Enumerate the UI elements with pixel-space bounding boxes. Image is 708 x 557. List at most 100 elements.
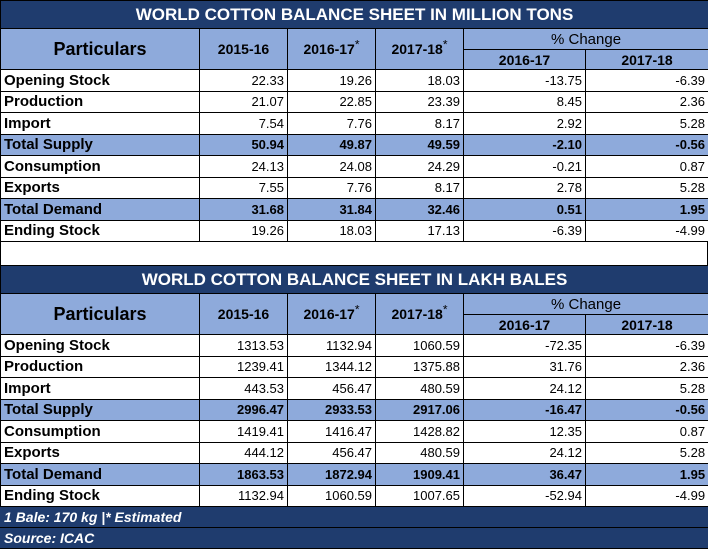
value-cell: 1909.41 <box>375 463 464 486</box>
value-cell: 31.68 <box>199 198 288 221</box>
table-row: Consumption 1419.41 1416.47 1428.82 12.35 0.8… <box>0 420 708 443</box>
value-cell: -6.39 <box>584 69 708 92</box>
value-cell: 2.36 <box>584 90 708 113</box>
table-body: Opening Stock 1313.53 1132.94 1060.59 -72.35… <box>0 334 708 507</box>
value-cell: 1313.53 <box>199 334 288 357</box>
value-cell: 22.85 <box>287 90 376 113</box>
table-row: Production 21.07 22.85 23.39 8.45 2.36 <box>0 90 708 113</box>
total-row: Total Supply 2996.47 2933.53 2917.06 -16.47-… <box>0 398 708 421</box>
value-cell: 24.12 <box>463 377 586 400</box>
value-cell: 21.07 <box>199 90 288 113</box>
row-label: Total Demand <box>0 198 200 221</box>
value-cell: 24.13 <box>199 155 288 178</box>
value-cell: 31.84 <box>287 198 376 221</box>
pct-year-header: 2016-17 <box>463 314 586 335</box>
pct-change-header: % Change <box>462 293 708 315</box>
value-cell: 18.03 <box>375 69 464 92</box>
value-cell: 36.47 <box>463 463 586 486</box>
value-cell: 7.76 <box>287 112 376 135</box>
value-cell: 1.95 <box>584 198 708 221</box>
table-title: WORLD COTTON BALANCE SHEET IN MILLION TO… <box>0 0 708 29</box>
row-label: Ending Stock <box>0 484 200 507</box>
row-label: Production <box>0 355 200 378</box>
table-row: Production 1239.41 1344.12 1375.88 31.76 2.36 <box>0 355 708 378</box>
pct-year-header: 2017-18 <box>584 314 708 335</box>
value-cell: 2.92 <box>463 112 586 135</box>
table-row: Ending Stock 1132.94 1060.59 1007.65 -52.94-… <box>0 484 708 507</box>
year-header: 2015-16 <box>199 293 288 335</box>
table-title: WORLD COTTON BALANCE SHEET IN LAKH BALES <box>0 265 708 294</box>
value-cell: -6.39 <box>584 334 708 357</box>
year-header: 2017-18* <box>375 293 464 335</box>
value-cell: 5.28 <box>584 112 708 135</box>
pct-year-header: 2016-17 <box>463 49 586 70</box>
table-row: Consumption 24.13 24.08 24.29 -0.21 0.87 <box>0 155 708 178</box>
value-cell: -6.39 <box>463 219 586 242</box>
value-cell: 18.03 <box>287 219 376 242</box>
value-cell: 12.35 <box>463 420 586 443</box>
value-cell: 17.13 <box>375 219 464 242</box>
value-cell: 1.95 <box>584 463 708 486</box>
value-cell: 456.47 <box>287 441 376 464</box>
value-cell: 456.47 <box>287 377 376 400</box>
value-cell: -0.56 <box>584 133 708 156</box>
row-label: Opening Stock <box>0 334 200 357</box>
year-header: 2017-18* <box>375 28 464 70</box>
row-label: Total Supply <box>0 398 200 421</box>
value-cell: 19.26 <box>287 69 376 92</box>
value-cell: 1007.65 <box>375 484 464 507</box>
value-cell: 1419.41 <box>199 420 288 443</box>
particulars-header: Particulars <box>0 28 200 70</box>
year-header: 2016-17* <box>287 28 376 70</box>
table-row: Import 7.54 7.76 8.17 2.92 5.28 <box>0 112 708 135</box>
value-cell: 1060.59 <box>375 334 464 357</box>
value-cell: 5.28 <box>584 176 708 199</box>
value-cell: 24.08 <box>287 155 376 178</box>
table-lakh-bales: WORLD COTTON BALANCE SHEET IN LAKH BALES… <box>0 265 708 507</box>
value-cell: 0.87 <box>584 155 708 178</box>
row-label: Total Demand <box>0 463 200 486</box>
value-cell: 49.87 <box>287 133 376 156</box>
total-row: Total Supply 50.94 49.87 49.59 -2.10 -0.56 <box>0 133 708 156</box>
row-label: Consumption <box>0 420 200 443</box>
row-label: Opening Stock <box>0 69 200 92</box>
value-cell: 7.76 <box>287 176 376 199</box>
row-label: Production <box>0 90 200 113</box>
table-row: Import 443.53 456.47 480.59 24.12 5.28 <box>0 377 708 400</box>
value-cell: 7.54 <box>199 112 288 135</box>
year-header: 2015-16 <box>199 28 288 70</box>
value-cell: -13.75 <box>463 69 586 92</box>
row-label: Import <box>0 377 200 400</box>
value-cell: 443.53 <box>199 377 288 400</box>
table-row: Exports 444.12 456.47 480.59 24.12 5.28 <box>0 441 708 464</box>
row-label: Exports <box>0 441 200 464</box>
total-row: Total Demand 31.68 31.84 32.46 0.51 1.95 <box>0 198 708 221</box>
value-cell: -4.99 <box>584 219 708 242</box>
value-cell: 1132.94 <box>199 484 288 507</box>
value-cell: 50.94 <box>199 133 288 156</box>
value-cell: -16.47 <box>463 398 586 421</box>
value-cell: 1344.12 <box>287 355 376 378</box>
value-cell: -52.94 <box>463 484 586 507</box>
particulars-header: Particulars <box>0 293 200 335</box>
value-cell: -4.99 <box>584 484 708 507</box>
value-cell: 2917.06 <box>375 398 464 421</box>
value-cell: -0.56 <box>584 398 708 421</box>
year-header: 2016-17* <box>287 293 376 335</box>
total-row: Total Demand 1863.53 1872.94 1909.41 36.47 1.… <box>0 463 708 486</box>
value-cell: 1375.88 <box>375 355 464 378</box>
value-cell: 2.78 <box>463 176 586 199</box>
value-cell: -72.35 <box>463 334 586 357</box>
footer-note: 1 Bale: 170 kg |* Estimated <box>0 507 708 528</box>
value-cell: 1428.82 <box>375 420 464 443</box>
value-cell: 1239.41 <box>199 355 288 378</box>
value-cell: 19.26 <box>199 219 288 242</box>
value-cell: 24.29 <box>375 155 464 178</box>
row-label: Import <box>0 112 200 135</box>
value-cell: 1872.94 <box>287 463 376 486</box>
row-label: Total Supply <box>0 133 200 156</box>
table-row: Exports 7.55 7.76 8.17 2.78 5.28 <box>0 176 708 199</box>
row-label: Consumption <box>0 155 200 178</box>
footer-source: Source: ICAC <box>0 528 708 549</box>
